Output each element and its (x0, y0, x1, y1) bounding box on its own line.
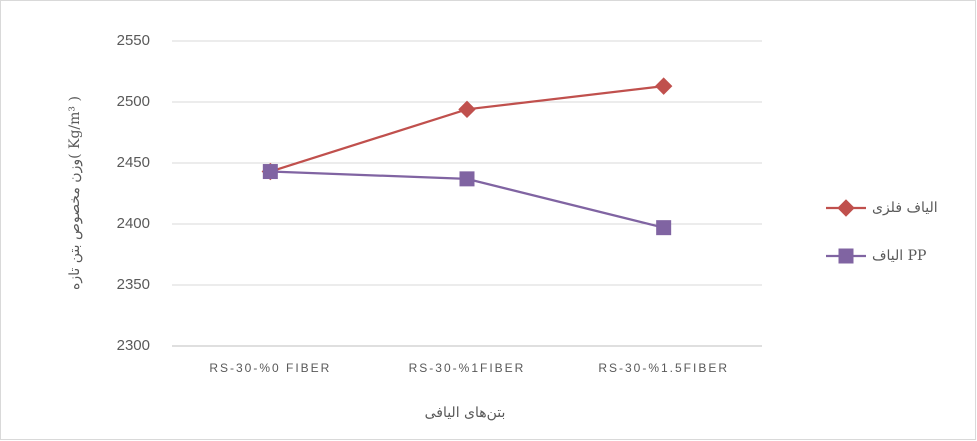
point (656, 220, 672, 236)
x-axis-label: بتن‌های الیافی (425, 405, 506, 421)
x-tick-label: RS-30-%0 FIBER (209, 361, 331, 375)
x-tick-label: RS-30-%1.5FIBER (598, 361, 729, 375)
x-tick-label: RS-30-%1FIBER (409, 361, 526, 375)
point (262, 164, 278, 180)
y-tick-label: 2350 (117, 276, 150, 293)
y-tick-label: 2500 (117, 93, 150, 110)
legend-marker (838, 248, 854, 264)
y-axis-label: وزن مخصوص بتن تازه( Kg/m³ ) (67, 96, 83, 290)
y-tick-label: 2300 (117, 337, 150, 354)
y-tick-label: 2550 (117, 32, 150, 49)
point (458, 100, 476, 119)
y-tick-label: 2450 (117, 154, 150, 171)
legend-label: الیاف فلزی (872, 200, 938, 216)
point (654, 77, 673, 95)
point (459, 171, 475, 187)
y-tick-label: 2400 (117, 215, 150, 232)
legend-label: الیاف PP (872, 248, 926, 264)
legend-marker (837, 199, 855, 217)
